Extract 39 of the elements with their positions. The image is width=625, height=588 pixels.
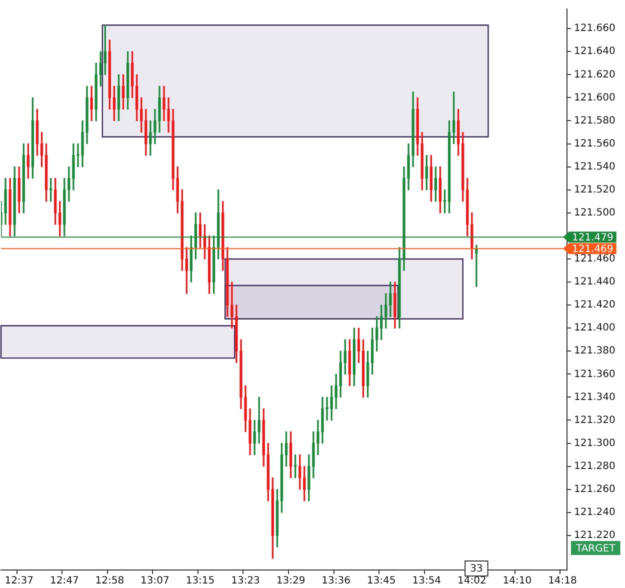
annotation: 33 bbox=[470, 564, 483, 575]
y-tick-label: 121.440 bbox=[574, 276, 616, 288]
y-tick-label: 121.520 bbox=[574, 184, 616, 196]
y-tick-label: 121.560 bbox=[574, 138, 616, 150]
x-tick-label: 13:15 bbox=[186, 576, 215, 587]
y-tick-label: 121.420 bbox=[574, 300, 616, 311]
y-tick-label: 121.340 bbox=[574, 392, 616, 403]
y-tick-label: 121.320 bbox=[574, 414, 616, 426]
x-tick-label: 12:47 bbox=[50, 576, 79, 587]
x-tick-label: 12:37 bbox=[4, 576, 34, 587]
x-tick-label: 14:18 bbox=[548, 576, 577, 587]
y-tick-label: 121.400 bbox=[574, 322, 616, 334]
y-tick-label: 121.620 bbox=[574, 69, 616, 80]
y-tick-label: 121.260 bbox=[574, 484, 616, 495]
x-tick-label: 12:58 bbox=[95, 576, 124, 587]
ref-line-label: 121.469 bbox=[572, 244, 614, 256]
y-tick-label: 121.240 bbox=[574, 506, 616, 518]
y-tick-label: 121.580 bbox=[574, 115, 616, 126]
x-tick-label: 13:54 bbox=[412, 576, 442, 587]
y-tick-label: 121.300 bbox=[574, 438, 616, 449]
y-tick-label: 121.380 bbox=[574, 346, 616, 357]
ref-line-label: 121.479 bbox=[572, 232, 614, 244]
y-tick-label: 121.360 bbox=[574, 368, 616, 380]
y-tick-label: 121.660 bbox=[574, 23, 616, 34]
y-tick-label: 121.220 bbox=[574, 530, 616, 542]
x-tick-label: 13:36 bbox=[322, 576, 350, 587]
x-tick-label: 13:45 bbox=[366, 576, 396, 587]
y-tick-label: 121.540 bbox=[574, 161, 616, 172]
y-tick-label: 121.640 bbox=[574, 46, 616, 58]
y-tick-label: 121.600 bbox=[574, 92, 616, 104]
text: TARGET bbox=[575, 544, 616, 555]
y-tick-label: 121.280 bbox=[574, 460, 616, 472]
x-tick-label: 14:02 bbox=[458, 576, 486, 587]
y-tick-label: 121.460 bbox=[574, 254, 616, 265]
x-tick-label: 13:23 bbox=[231, 576, 260, 587]
x-tick-label: 13:07 bbox=[140, 576, 170, 587]
y-tick-label: 121.500 bbox=[574, 207, 616, 218]
x-tick-label: 14:10 bbox=[502, 576, 532, 587]
x-tick-label: 13:29 bbox=[276, 576, 306, 587]
